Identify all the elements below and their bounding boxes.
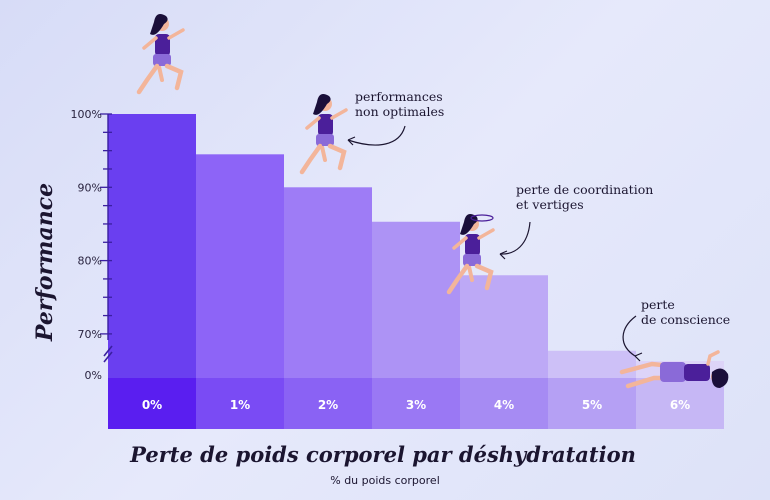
x-tick-label: 4% bbox=[494, 398, 514, 412]
category-band-5 bbox=[548, 378, 636, 429]
y-tick-label: 90% bbox=[78, 181, 102, 194]
fainted-figure-icon bbox=[619, 350, 729, 389]
arrow-head-icon bbox=[347, 136, 356, 146]
annotation-text: perte bbox=[641, 297, 675, 312]
bar-2 bbox=[284, 187, 372, 378]
x-axis-subtitle: % du poids corporel bbox=[330, 474, 440, 487]
annotation-arrow bbox=[347, 125, 406, 146]
y-tick-label: 100% bbox=[71, 108, 102, 121]
category-band-0 bbox=[108, 378, 196, 429]
annotation-text: et vertiges bbox=[516, 197, 584, 212]
annotation-text: performances bbox=[355, 89, 443, 104]
y-tick-label: 80% bbox=[78, 255, 102, 268]
bars-group bbox=[108, 114, 724, 378]
annotation-arrow bbox=[499, 221, 531, 255]
bar-0 bbox=[108, 114, 196, 378]
x-tick-label: 1% bbox=[230, 398, 250, 412]
illustrations bbox=[136, 14, 729, 389]
category-band-group: 0% 1% 2% 3% 4% 5% 6% bbox=[108, 378, 724, 429]
x-tick-label: 0% bbox=[142, 398, 162, 412]
x-tick-label: 3% bbox=[406, 398, 426, 412]
x-tick-label: 6% bbox=[670, 398, 690, 412]
y-tick-label-zero: 0% bbox=[85, 369, 102, 382]
annotation-text: de conscience bbox=[641, 312, 730, 327]
y-axis: 100% 90% 80% 70% 0% bbox=[71, 108, 113, 382]
bar-3 bbox=[372, 221, 460, 378]
dizzy-halo-icon bbox=[470, 214, 494, 222]
dizzy-figure-icon bbox=[446, 214, 495, 295]
category-band-1 bbox=[196, 378, 284, 429]
bar-1 bbox=[196, 154, 284, 378]
walker-figure-icon bbox=[299, 94, 348, 175]
x-tick-label: 2% bbox=[318, 398, 338, 412]
annotation-arrow bbox=[622, 315, 637, 357]
category-band-4 bbox=[460, 378, 548, 429]
bar-4 bbox=[460, 275, 548, 378]
x-axis-title: Perte de poids corporel par déshydratati… bbox=[129, 442, 636, 467]
annotation-text: non optimales bbox=[355, 104, 444, 119]
y-tick-label: 70% bbox=[78, 328, 102, 341]
category-band-2 bbox=[284, 378, 372, 429]
arrow-head-icon bbox=[499, 250, 508, 260]
arrow-head-icon bbox=[634, 352, 643, 362]
axis-break-icon bbox=[103, 345, 113, 363]
x-tick-label: 5% bbox=[582, 398, 602, 412]
annotation-text: perte de coordination bbox=[516, 182, 653, 197]
category-band-6 bbox=[636, 378, 724, 429]
y-axis-title: Performance bbox=[32, 183, 58, 342]
runner-figure-icon bbox=[136, 14, 185, 95]
category-band-3 bbox=[372, 378, 460, 429]
